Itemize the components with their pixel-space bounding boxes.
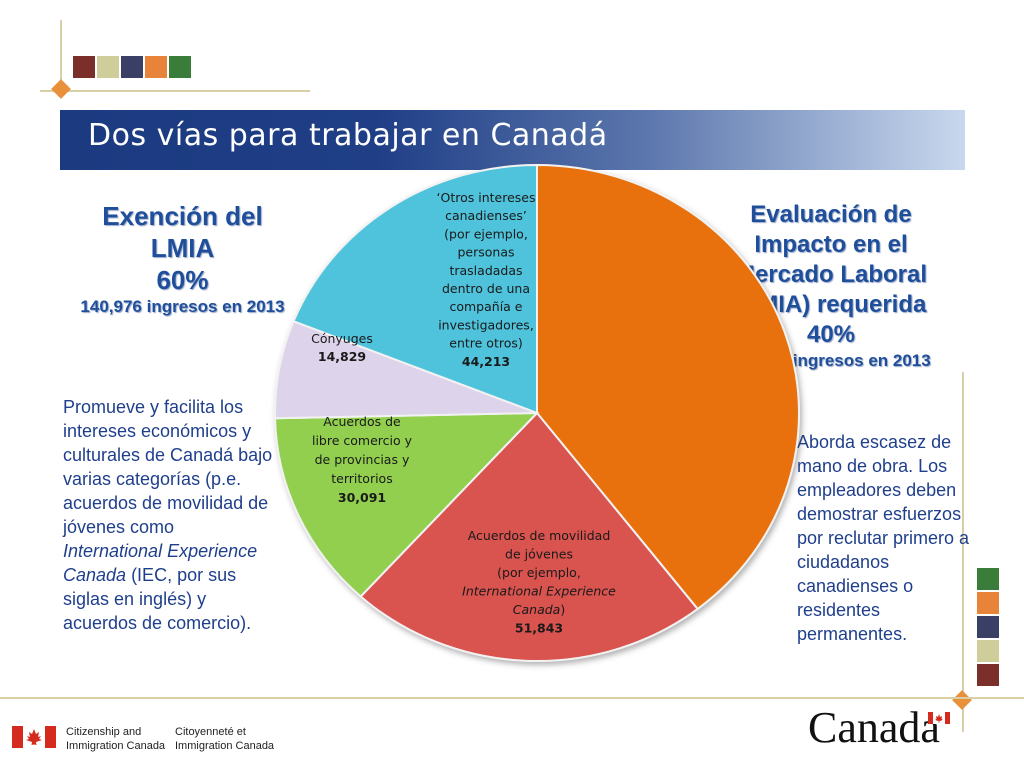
right-percent: 40%: [806, 321, 856, 348]
left-description-italic: International Experience Canada: [63, 541, 258, 585]
decor-vertical-line-left: [60, 20, 62, 95]
dept-en-line2: Immigration Canada: [66, 740, 166, 752]
left-heading-line2: LMIA: [150, 233, 215, 263]
left-description-text: Promueve y facilita los intereses económ…: [63, 397, 273, 537]
left-heading-line1: Exención del: [102, 201, 263, 231]
slice-value-label: 51,843: [515, 621, 563, 636]
decor-diamond-top: [51, 79, 71, 99]
slice-label: ‘Otros intereses canadienses’ (por ejemplo…: [437, 190, 536, 369]
left-description-tail: (IEC, por sus siglas en inglés) y acuerd…: [63, 565, 252, 633]
dept-fr-line1: Citoyenneté et: [175, 726, 246, 738]
slice-value-label: 30,091: [338, 490, 386, 505]
side-swatch: [977, 664, 999, 686]
side-swatch: [977, 568, 999, 590]
footer-divider: [0, 697, 1024, 699]
right-description: Aborda escasez de mano de obra. Los empl…: [797, 432, 970, 644]
dept-fr-line2: Immigration Canada: [175, 740, 275, 752]
top-swatch: [145, 56, 167, 78]
decor-vertical-line-right: [962, 372, 964, 732]
side-swatch: [977, 592, 999, 614]
left-description: Promueve y facilita los intereses económ…: [63, 395, 273, 635]
decor-horizontal-line-top: [40, 90, 310, 92]
slide-title: Dos vías para trabajar en Canadá: [88, 118, 608, 153]
slice-value-label: 44,213: [462, 354, 510, 369]
left-entries: 140,976 ingresos en 2013: [80, 297, 285, 316]
top-swatch: [121, 56, 143, 78]
right-heading-line3: Mercado Laboral: [734, 261, 928, 288]
slice-label: Acuerdos de movilidad de jóvenes (por ejem…: [462, 528, 616, 636]
pie-slice: [292, 163, 538, 415]
side-swatch: [977, 640, 999, 662]
slice-value-label: 14,829: [318, 349, 366, 364]
dept-name-fr: Citoyenneté et Immigration Canada: [175, 725, 274, 753]
top-swatch: [97, 56, 119, 78]
left-percent: 60%: [156, 265, 209, 295]
wordmark-flag-icon: [928, 712, 950, 724]
decor-diamond-bottom: [952, 690, 972, 710]
top-swatch: [169, 56, 191, 78]
slice-label: Cónyuges 14,829: [311, 331, 373, 364]
pie-chart: ‘Otros intereses canadienses’ (por ejemplo…: [274, 163, 801, 662]
pie-slice: [274, 411, 540, 598]
left-heading: Exención del LMIA 60% 140,976 ingresos e…: [60, 200, 305, 318]
top-swatch: [73, 56, 95, 78]
pie-slice: [536, 163, 801, 611]
right-heading-line1: Evaluación de: [750, 201, 912, 228]
canada-flag-icon: [12, 726, 56, 748]
title-bar: [60, 110, 965, 170]
dept-name-en: Citizenship and Immigration Canada: [66, 725, 165, 753]
slice-label: Acuerdos de libre comercio y de provincias…: [312, 414, 413, 505]
dept-en-line1: Citizenship and: [66, 726, 142, 738]
right-heading-line2: Impacto en el: [754, 231, 908, 258]
side-swatch: [977, 616, 999, 638]
pie-slice: [359, 411, 700, 662]
canada-wordmark: Canada: [808, 703, 940, 752]
pie-slice: [274, 320, 538, 420]
